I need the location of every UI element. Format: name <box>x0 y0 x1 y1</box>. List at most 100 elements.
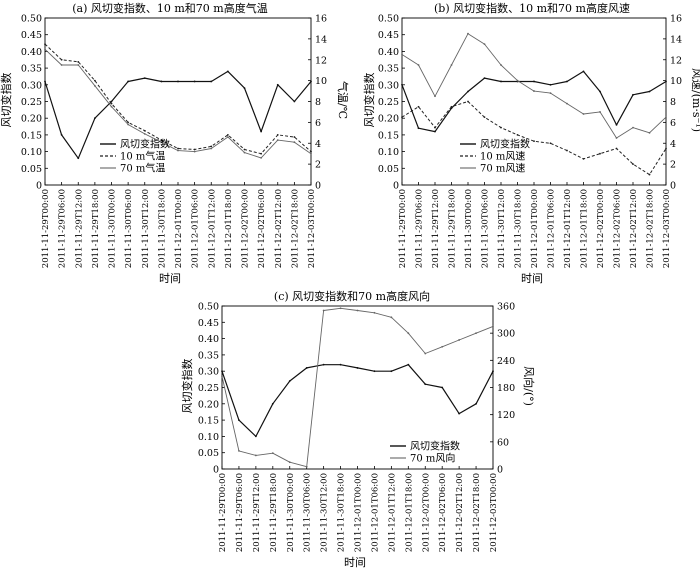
panel-c-series-1-point <box>238 449 240 452</box>
panel-b-series-2-point <box>516 79 519 82</box>
panel-a-ytick-left-label: 0.35 <box>21 64 42 75</box>
panel-c-series-0-point <box>305 367 308 369</box>
panel-c-series-0-point <box>492 370 494 373</box>
panel-c-series-1-point <box>441 345 444 348</box>
panel-a-series-1-point <box>143 129 146 132</box>
panel-b-series-2-point <box>632 126 634 129</box>
panel-c-series-0-point <box>322 363 325 366</box>
panel-b-series-0-point <box>533 80 535 83</box>
panel-a-ytick-left-label: 0.10 <box>21 147 42 158</box>
panel-b-ytick-left-label: 0.15 <box>378 130 399 141</box>
panel-b-xtick-label: 2011-12-01T18:00 <box>580 189 590 268</box>
panel-b-ytick-left-label: 0.35 <box>378 64 399 75</box>
panel-a-series-0-point <box>110 100 113 103</box>
panel-a-series-0-point <box>77 157 80 160</box>
panel-b-series-2-point <box>566 102 568 105</box>
panel-c-series <box>221 307 494 468</box>
panel-a-axes: 0 0.05 0.10 0.15 0.20 0.25 0.30 0.35 0.40 0.45 0.5… <box>21 14 327 269</box>
panel-c-series-0-point <box>373 370 376 373</box>
panel-a-xtick-label: 2011-11-29T06:00 <box>58 189 68 268</box>
panel-b-series-2-point <box>665 116 667 119</box>
panel-a-series-1-point <box>243 148 246 151</box>
panel-c-ytick-left-label: 0.35 <box>198 350 219 361</box>
panel-b-xtick-label: 2011-11-30T18:00 <box>514 189 524 268</box>
panel-a-xtick-label: 2011-12-01T12:00 <box>207 189 217 268</box>
panel-c-ylabel-left: 风切变指数 <box>180 359 194 414</box>
panel-b-series <box>401 32 667 176</box>
panel-a-xtick-label: 2011-12-02T06:00 <box>257 189 267 268</box>
panel-a-ytick-left-label: 0.40 <box>21 47 42 58</box>
panel-b-ytick-left-label: 0.45 <box>378 30 399 41</box>
panel-b-ytick-left-label: 0.25 <box>378 97 399 108</box>
panel-c-ytick-left-label: 0.50 <box>198 302 219 313</box>
panel-a-series-1-point <box>177 147 179 150</box>
panel-a-ytick-left-label: 0.30 <box>21 80 42 91</box>
panel-b-series-2-point <box>450 64 453 66</box>
panel-b-ytick-left-label: 0.40 <box>378 47 399 58</box>
panel-a-series-2-point <box>60 64 63 66</box>
panel-b-series-0-point <box>549 83 552 86</box>
panel-b-series-2-point <box>417 64 420 66</box>
panel-b-xtick-label: 2011-12-01T12:00 <box>563 189 573 268</box>
panel-c-ytick-right-label: 60 <box>497 437 509 448</box>
panel-a-series-0-point <box>243 87 246 90</box>
panel-a-series-2-point <box>160 141 163 144</box>
panel-a-series-2-point <box>77 64 80 66</box>
panel-a-series-1-point <box>226 134 229 136</box>
panel-a-series-2-point <box>226 136 229 138</box>
panel-c-series-0-point <box>238 419 240 421</box>
panel-c-series-1-point <box>373 311 376 314</box>
panel-a-series-2-point <box>110 105 113 108</box>
panel-b-xlabel: 时间 <box>521 272 543 285</box>
panel-b-ytick-right-label: 12 <box>670 55 682 66</box>
panel-b-series-1-point <box>582 158 585 160</box>
panel-c-ytick-right-label: 180 <box>497 383 515 394</box>
panel-b-axes: 0 0.05 0.10 0.15 0.20 0.25 0.30 0.35 0.40 0.45 0.5… <box>378 14 682 269</box>
panel-b-series-0-point <box>648 90 651 93</box>
panel-b-ytick-left-label: 0.50 <box>378 14 399 25</box>
panel-b-xtick-label: 2011-12-02T18:00 <box>646 189 656 268</box>
panel-b-ytick-right-label: 16 <box>670 14 682 25</box>
panel-a-series-0-point <box>93 117 96 120</box>
panel-c-wind-direction: (c) 风切变指数和70 m高度风向 时间 风切变指数 风向/(°) 0 0.05… <box>180 289 536 569</box>
panel-a-series-0-point <box>260 130 263 133</box>
panel-a-series-1-point <box>260 152 263 155</box>
panel-b-series-2-point <box>615 137 618 139</box>
panel-a-series-1-point <box>127 121 130 124</box>
panel-b-series-1-point <box>566 149 568 152</box>
panel-b-ytick-right-label: 10 <box>670 76 682 87</box>
panel-a-xtick-label: 2011-12-01T00:00 <box>174 189 184 268</box>
panel-c-ytick-right-label: 240 <box>497 356 515 367</box>
panel-a-ytick-right-label: 16 <box>315 14 327 25</box>
panel-b-series-2-point <box>401 53 403 56</box>
panel-b-series-0-point <box>615 123 618 126</box>
panel-c-series-line-0 <box>221 364 494 437</box>
panel-a-title: (a) 风切变指数、10 m和70 m高度气温 <box>72 1 268 15</box>
panel-b-series-1-point <box>599 152 601 155</box>
panel-b-xtick-label: 2011-11-29T18:00 <box>448 189 458 268</box>
panel-b-xtick-label: 2011-11-29T00:00 <box>398 189 408 268</box>
panel-c-series-0-point <box>475 402 477 405</box>
panel-b-series-line-0 <box>401 70 667 133</box>
panel-b-series-0-point <box>467 90 469 93</box>
panel-b-series-1-point <box>417 105 420 108</box>
panel-a-series-2-point <box>310 152 312 155</box>
panel-b-series-2-point <box>467 32 469 35</box>
panel-c-series-0-point <box>390 370 393 373</box>
panel-a-ylabel-left: 风切变指数 <box>0 73 13 128</box>
panel-c-xtick-label: 2011-12-01T18:00 <box>404 473 414 552</box>
panel-b-series-2-point <box>500 64 502 66</box>
panel-a-series-line-1 <box>44 43 312 155</box>
panel-b-series-1-point <box>434 126 436 129</box>
panel-a-xtick-label: 2011-12-01T18:00 <box>224 189 234 268</box>
panel-a-series-0-point <box>193 80 196 83</box>
panel-a-series-1-point <box>160 139 163 142</box>
panel-c-xlabel: 时间 <box>344 556 366 569</box>
panel-a-ytick-left-label: 0.05 <box>21 164 42 175</box>
panel-c-axes: 0 0.05 0.10 0.15 0.20 0.25 0.30 0.35 0.40 0.45 0.5… <box>198 302 515 553</box>
panel-b-series-0-point <box>483 77 486 80</box>
panel-b-plot-frame <box>401 17 667 186</box>
panel-a-ytick-right-label: 14 <box>315 34 327 45</box>
panel-a-series-1-point <box>44 43 46 45</box>
panel-c-ytick-left-label: 0.30 <box>198 367 219 378</box>
